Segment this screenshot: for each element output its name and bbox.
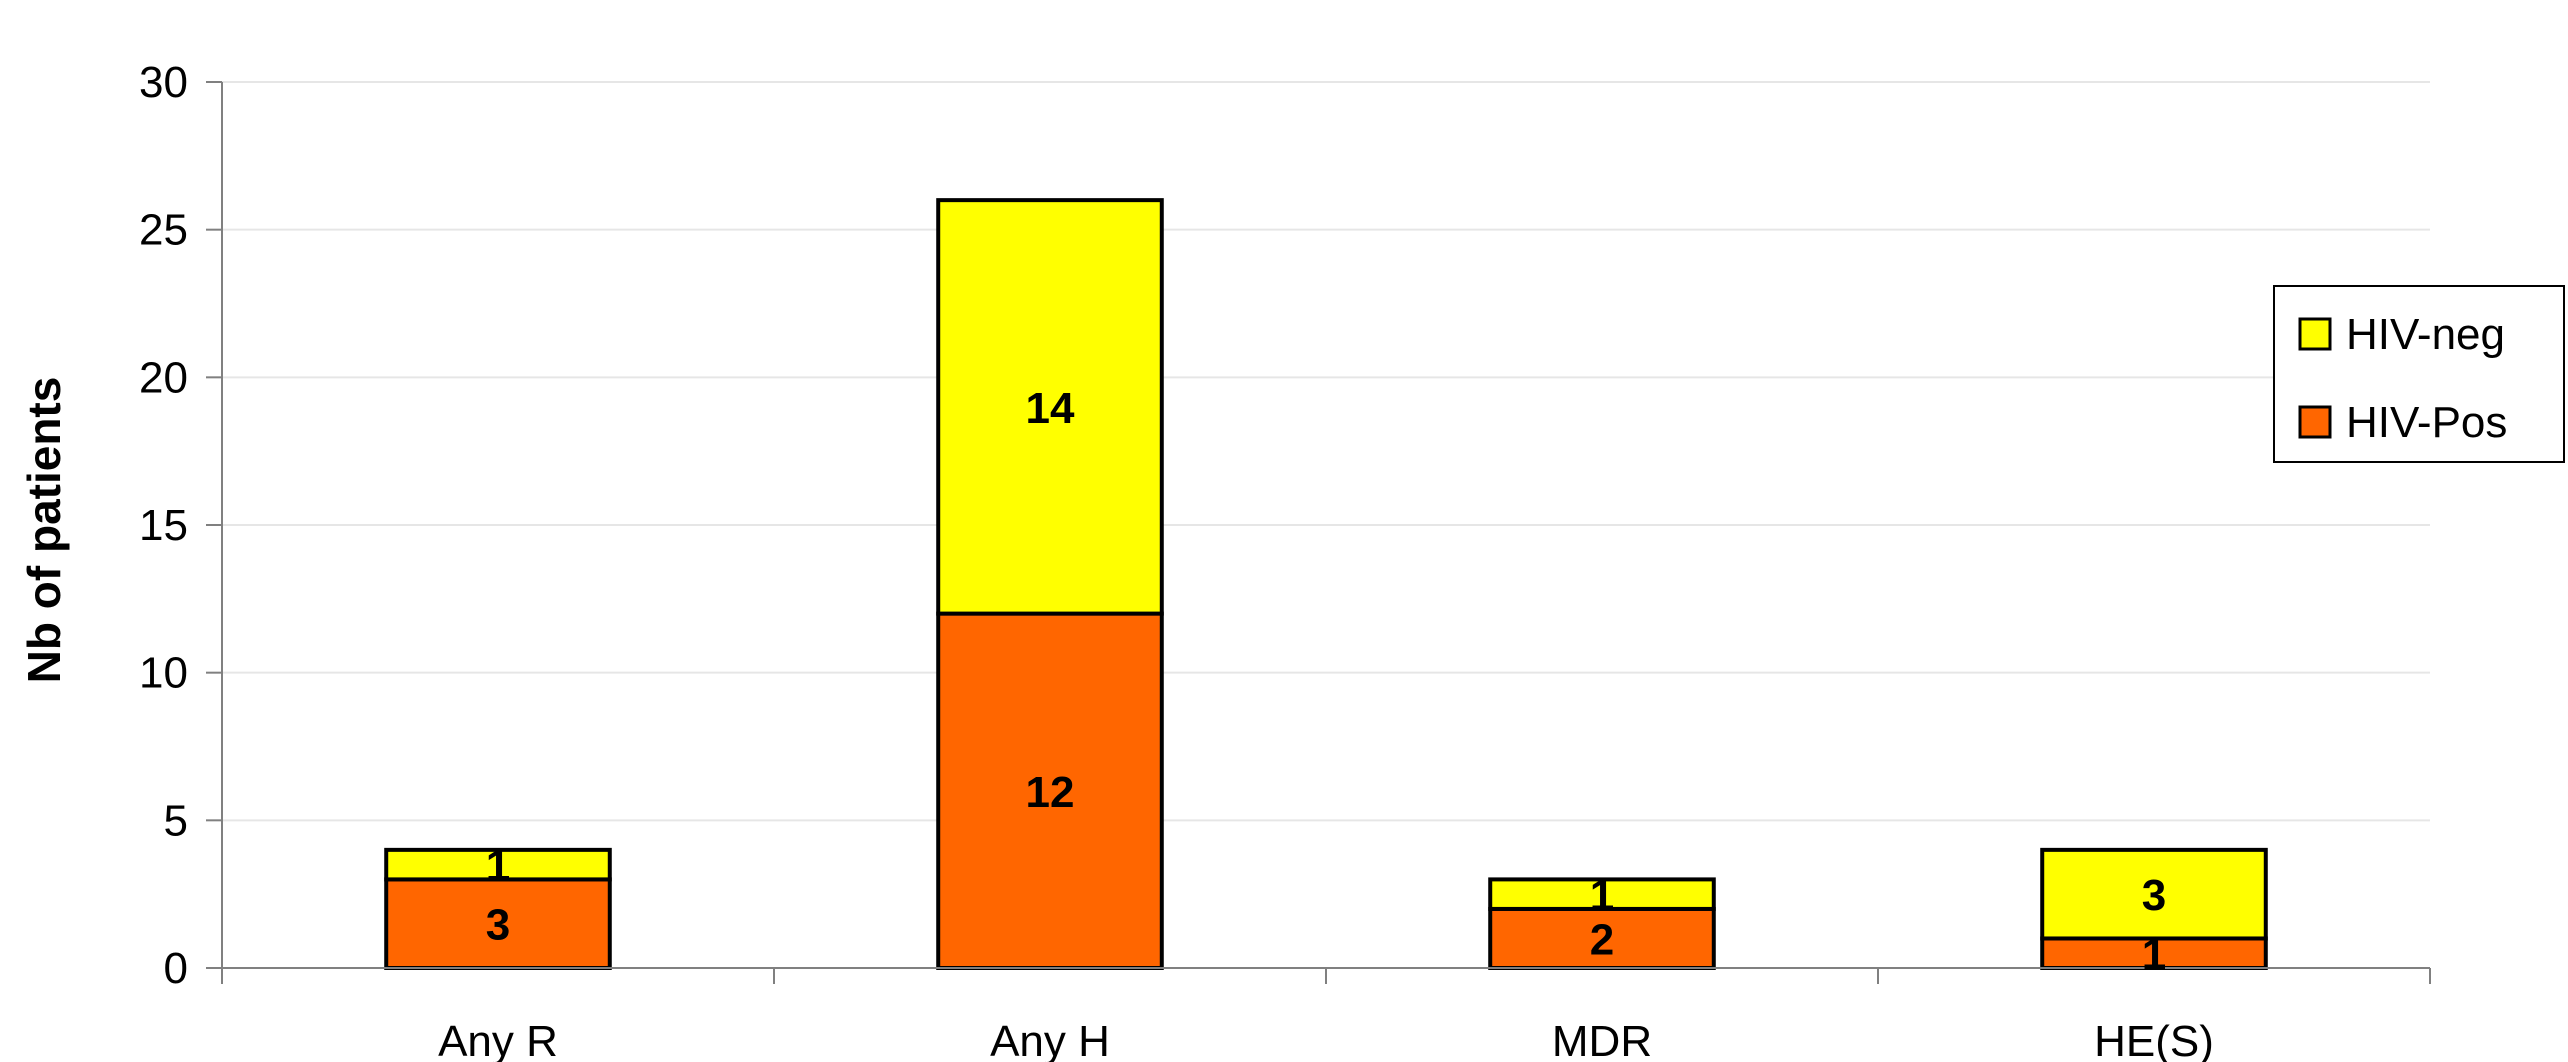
- data-label: 1: [2142, 930, 2166, 979]
- gridlines: [222, 82, 2430, 820]
- category-label: MDR: [1552, 1017, 1652, 1062]
- category-label: Any R: [438, 1017, 558, 1062]
- category-label: HE(S): [2094, 1017, 2214, 1062]
- legend-swatch-hiv-pos: [2300, 407, 2330, 437]
- y-tick-label: 0: [164, 944, 188, 993]
- y-tick-label: 10: [139, 649, 188, 698]
- data-label: 1: [486, 842, 510, 891]
- data-label: 14: [1026, 384, 1075, 433]
- data-label: 12: [1026, 768, 1075, 817]
- y-tick-label: 30: [139, 58, 188, 107]
- legend-label-hiv-neg: HIV-neg: [2346, 310, 2505, 359]
- y-tick-label: 25: [139, 206, 188, 255]
- data-label: 3: [2142, 871, 2166, 920]
- y-tick-label: 20: [139, 353, 188, 402]
- bars: [386, 200, 2266, 968]
- y-axis-title: Nb of patients: [18, 377, 70, 684]
- legend-label-hiv-pos: HIV-Pos: [2346, 398, 2507, 447]
- data-label: 2: [1590, 915, 1614, 964]
- y-tick-label: 5: [164, 796, 188, 845]
- legend-swatch-hiv-neg: [2300, 319, 2330, 349]
- data-label: 3: [486, 901, 510, 950]
- legend: HIV-neg HIV-Pos: [2274, 286, 2564, 462]
- data-label: 1: [1590, 871, 1614, 920]
- y-tick-label: 15: [139, 501, 188, 550]
- category-label: Any H: [990, 1017, 1110, 1062]
